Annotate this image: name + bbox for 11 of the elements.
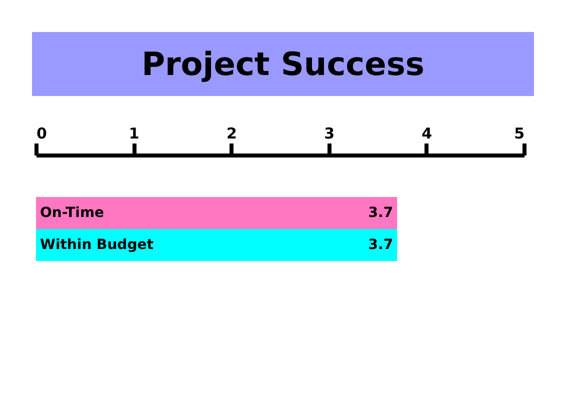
chart-title: Project Success: [32, 32, 534, 96]
data-label: 3.7: [368, 237, 394, 253]
x-tick-label: 1: [128, 124, 140, 142]
x-tick-label: 3: [324, 124, 335, 142]
y-tick-label: On-Time: [40, 205, 104, 221]
x-tick-label: 5: [514, 124, 524, 142]
y-tick-label: Within Budget: [40, 237, 154, 253]
x-tick-label: 0: [36, 124, 47, 142]
data-label: 3.7: [368, 205, 394, 221]
x-tick-label: 2: [226, 124, 237, 142]
x-tick-label: 4: [422, 124, 432, 142]
